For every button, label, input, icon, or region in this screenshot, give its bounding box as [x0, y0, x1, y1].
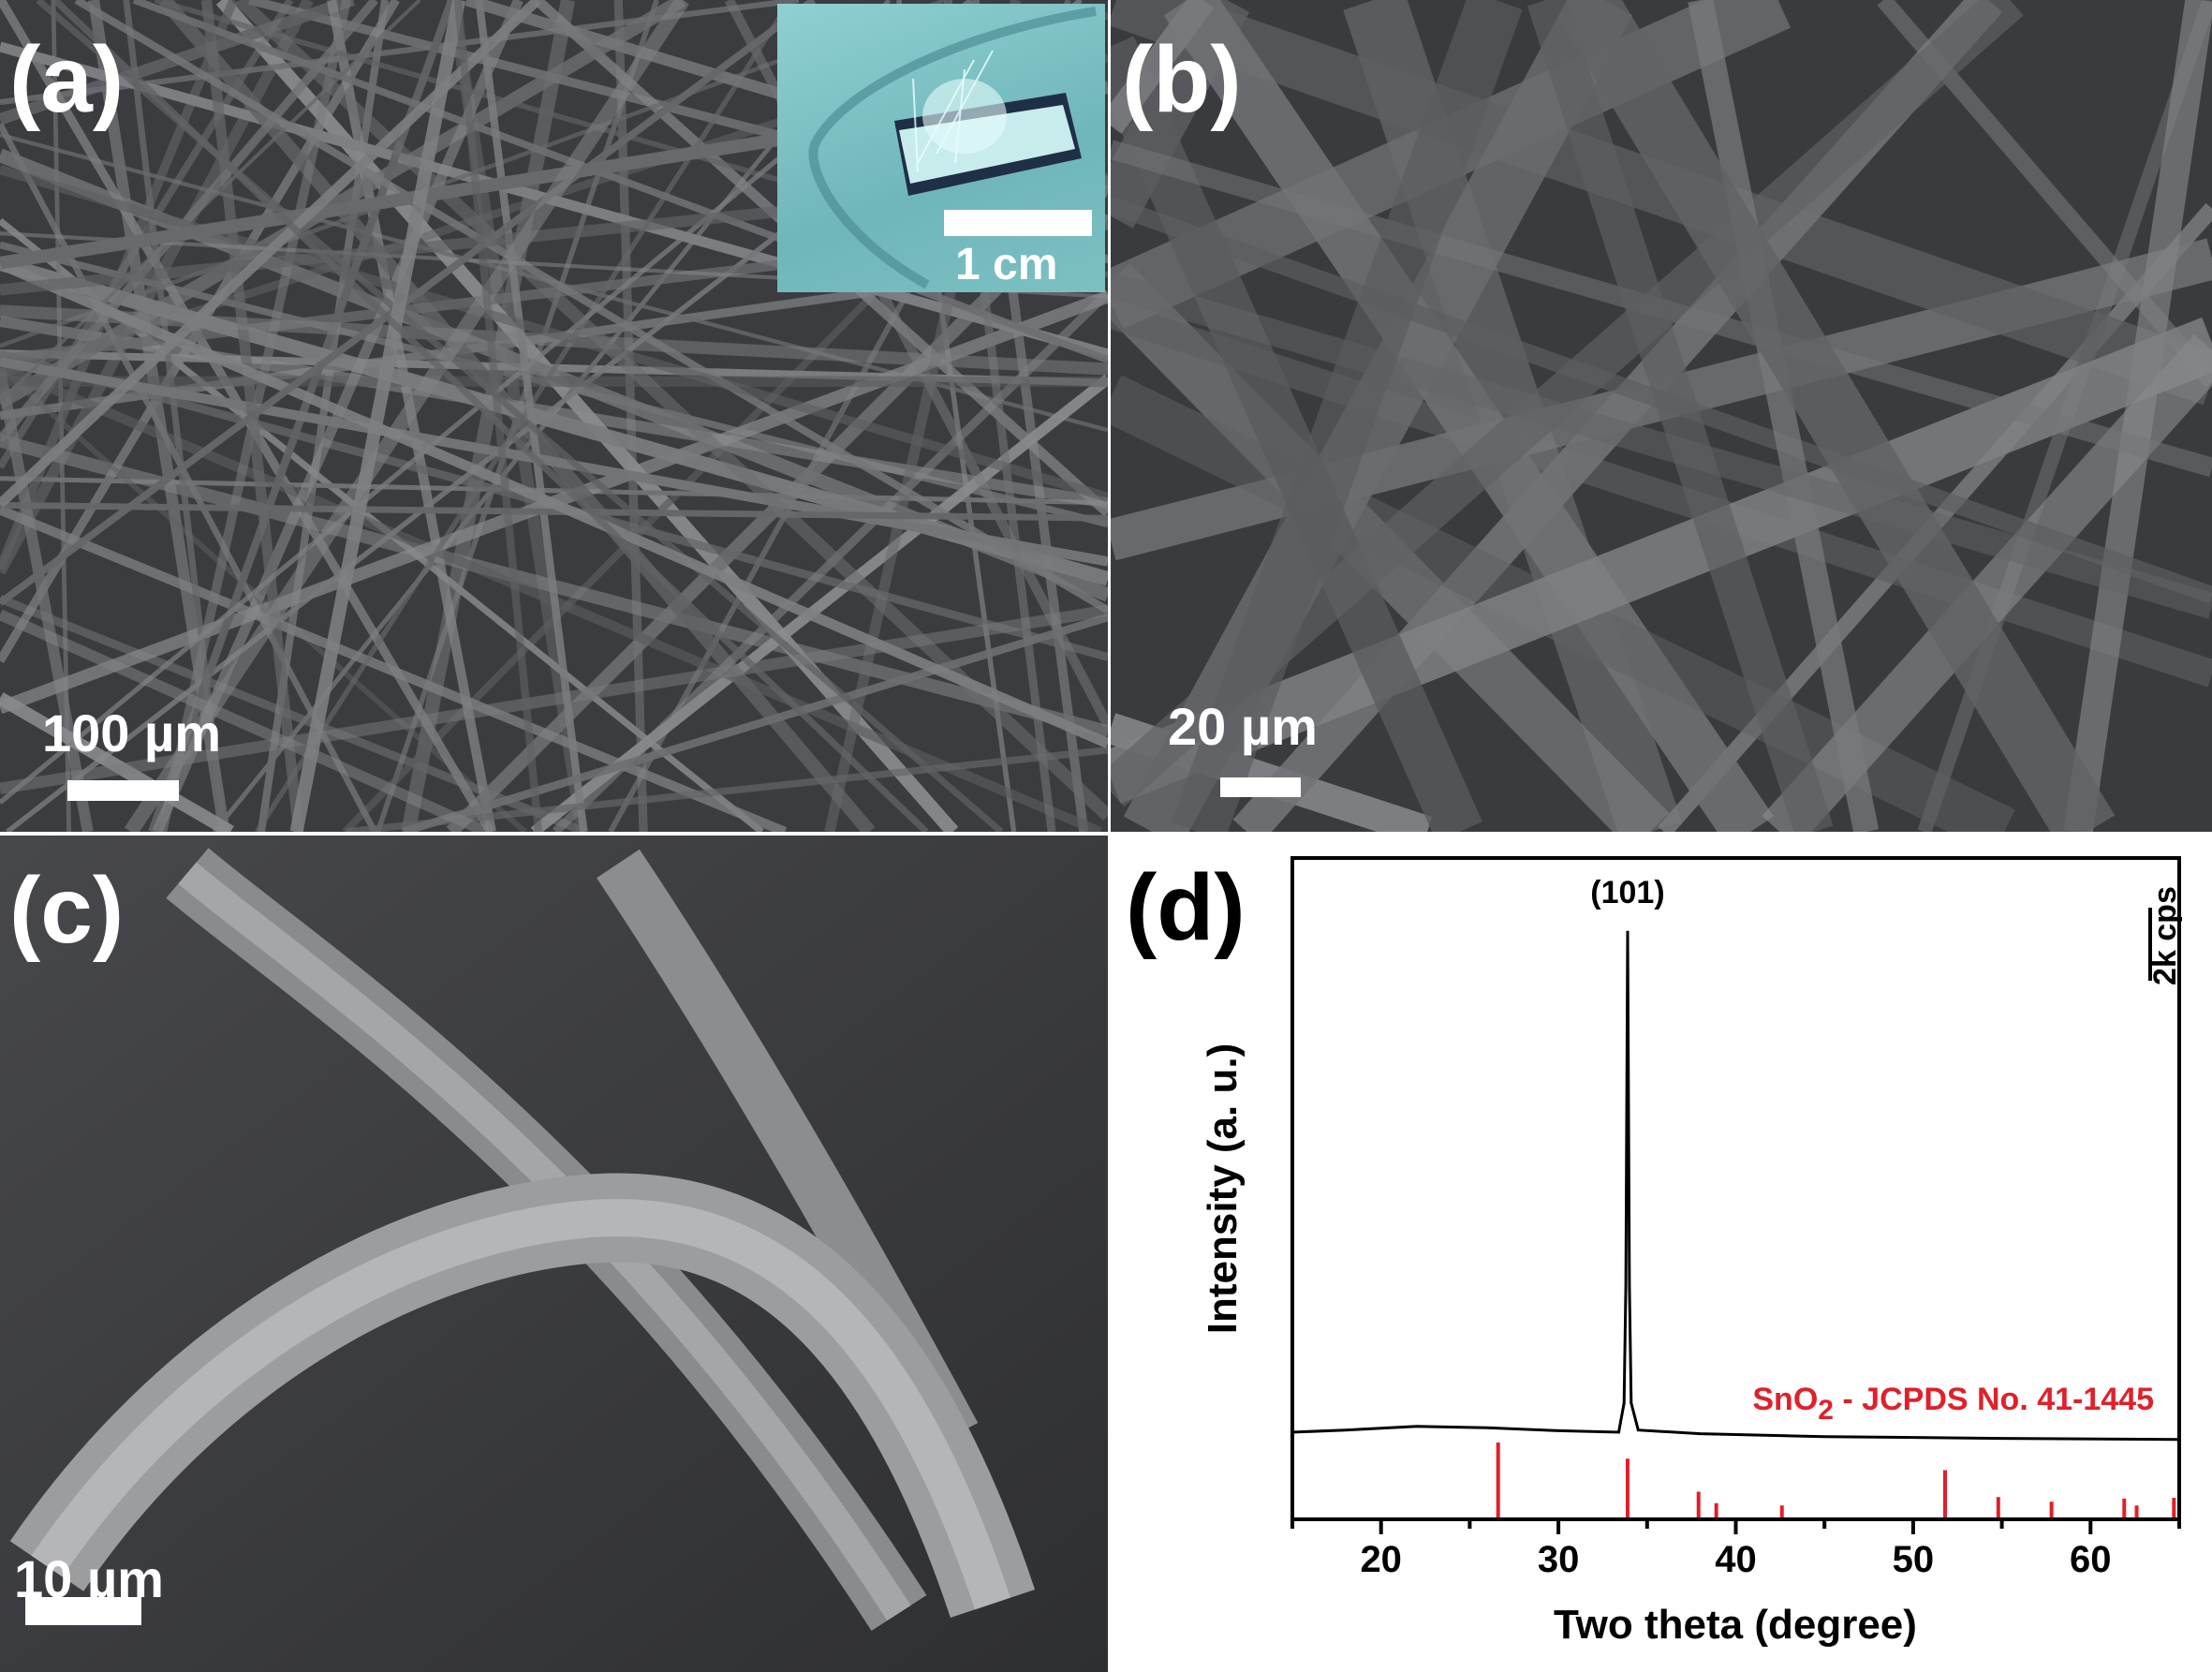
fiber — [1111, 301, 2212, 688]
fiber — [74, 0, 1108, 614]
scale-bar-label: 100 µm — [42, 703, 222, 762]
fiber — [0, 259, 1108, 748]
x-tick-label: 60 — [2070, 1539, 2112, 1580]
fiber — [0, 376, 1108, 388]
fiber — [0, 501, 1108, 522]
x-tick-label: 30 — [1538, 1539, 1580, 1580]
y-axis-label: Intensity (a. u.) — [1200, 1043, 1246, 1334]
fiber — [346, 747, 1108, 832]
panel-label: (a) — [9, 27, 125, 132]
sample-photo-image — [808, 7, 1097, 289]
sem-ribbons-image — [0, 836, 1108, 1672]
reference-sticks — [1496, 1443, 2176, 1519]
fiber — [1111, 36, 1482, 832]
scale-bar-label: 1 cm — [955, 240, 1058, 289]
legend-subscript: 2 — [1818, 1395, 1834, 1426]
x-tick-label: 40 — [1715, 1539, 1757, 1580]
scale-bar — [1220, 777, 1301, 797]
xrd-chart: 20 30 40 50 60 2k cps (101) SnO2 - JCPDS No.… — [1200, 856, 2183, 1648]
fiber — [0, 362, 1102, 832]
fiber — [0, 609, 489, 832]
fiber — [0, 0, 494, 832]
legend-rest: - JCPDS No. 41-1445 — [1834, 1382, 2154, 1417]
plot-frame — [1290, 856, 2181, 1521]
sem-fibers-image — [1111, 0, 2212, 832]
panel-a-sem-image: (a) 1 cm 100 µm — [0, 0, 1108, 832]
legend-main: SnO — [1752, 1382, 1818, 1417]
scale-bar — [25, 1597, 141, 1625]
x-axis-ticks: 20 30 40 50 60 — [1290, 1519, 2181, 1580]
scale-bar-label: 10 µm — [14, 1549, 164, 1608]
fiber — [1526, 0, 1834, 832]
fiber — [1557, 0, 2116, 832]
scale-bar — [944, 210, 1092, 236]
scale-bar — [67, 780, 179, 801]
inset-photo: 1 cm — [777, 4, 1105, 292]
fiber — [1111, 0, 1215, 134]
fiber — [124, 0, 689, 832]
fiber — [0, 0, 314, 575]
fiber — [289, 0, 465, 832]
fiber — [402, 613, 1108, 832]
sem-fibers-image — [0, 0, 1108, 832]
fiber — [1111, 272, 2212, 619]
fiber — [1171, 0, 1523, 832]
fiber — [52, 0, 929, 832]
fiber — [0, 0, 421, 403]
fiber — [0, 122, 377, 832]
panel-label: (d) — [1126, 855, 1246, 960]
panel-label: (b) — [1122, 27, 1242, 132]
peak-annotation: (101) — [1590, 875, 1664, 910]
panel-b-sem-image: (b) 20 µm — [1111, 0, 2212, 832]
xrd-pattern-line — [1291, 930, 2180, 1442]
fiber — [1163, 0, 1774, 832]
panel-d-xrd-chart: (d) 20 30 40 50 60 2k cps (101) SnO2 - JCPDS… — [1111, 836, 2212, 1672]
x-tick-label: 20 — [1360, 1539, 1402, 1580]
reference-legend: SnO2 - JCPDS No. 41-1445 — [1752, 1382, 2154, 1426]
scale-bar-label: 20 µm — [1168, 697, 1318, 756]
fiber — [0, 304, 1108, 376]
fiber — [0, 0, 817, 606]
fiber — [123, 0, 228, 832]
fiber — [0, 357, 1108, 567]
fiber — [0, 505, 788, 832]
fiber — [0, 165, 1108, 502]
x-axis-label: Two theta (degree) — [1554, 1602, 1917, 1648]
fiber — [1688, 0, 1880, 832]
panel-label: (c) — [9, 858, 125, 963]
x-tick-label: 50 — [1893, 1539, 1934, 1580]
fiber — [453, 0, 543, 832]
intensity-scale-label: 2k cps — [2147, 886, 2183, 985]
panel-c-sem-image: (c) 10 µm — [0, 836, 1108, 1672]
